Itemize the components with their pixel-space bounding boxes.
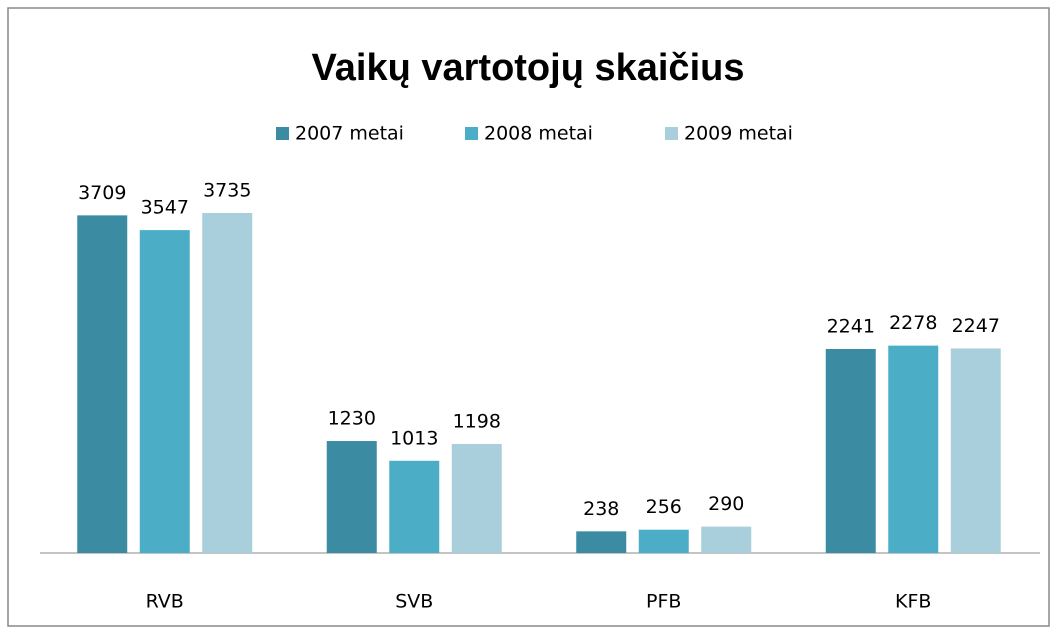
x-tick-label: SVB	[395, 591, 433, 613]
data-label: 1230	[328, 408, 376, 430]
data-label: 2241	[827, 316, 875, 338]
bar	[326, 441, 377, 553]
legend-label: 2007 metai	[295, 123, 404, 145]
data-label: 1013	[390, 427, 438, 449]
legend-label: 2008 metai	[484, 123, 593, 145]
data-label: 256	[646, 496, 682, 518]
x-tick-label: KFB	[895, 591, 931, 613]
legend-swatch	[276, 127, 289, 140]
bar	[888, 345, 939, 553]
bar	[576, 531, 627, 553]
bar	[77, 215, 128, 553]
bar	[139, 230, 190, 554]
data-label: 1198	[453, 410, 501, 432]
data-label: 2247	[952, 315, 1000, 337]
bar	[202, 213, 253, 553]
x-tick-label: RVB	[146, 591, 184, 613]
data-label: 3735	[203, 180, 251, 202]
bar	[638, 529, 689, 553]
chart-title: Vaikų vartotojų skaičius	[312, 47, 745, 89]
legend-swatch	[465, 127, 478, 140]
bar	[389, 460, 440, 553]
data-label: 290	[708, 493, 744, 515]
bar	[701, 526, 752, 553]
bar	[950, 348, 1001, 553]
data-label: 3547	[141, 197, 189, 219]
legend-label: 2009 metai	[684, 123, 793, 145]
bar	[451, 443, 502, 553]
data-label: 3709	[78, 182, 126, 204]
bar	[825, 349, 876, 553]
data-label: 2278	[889, 312, 937, 334]
data-label: 238	[583, 498, 619, 520]
legend-swatch	[665, 127, 678, 140]
x-tick-label: PFB	[646, 591, 681, 613]
